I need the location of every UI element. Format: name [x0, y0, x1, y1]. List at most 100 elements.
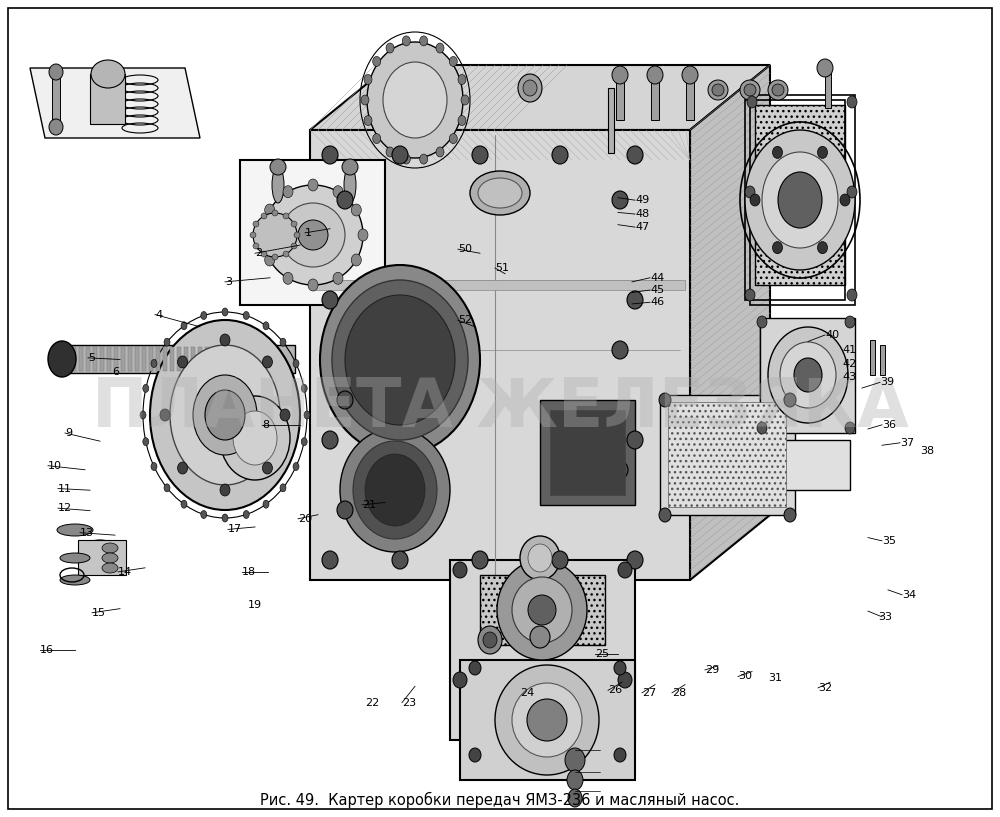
Ellipse shape: [322, 551, 338, 569]
Ellipse shape: [618, 562, 632, 578]
Bar: [149, 347, 153, 371]
Ellipse shape: [750, 194, 760, 206]
Ellipse shape: [497, 560, 587, 660]
Ellipse shape: [344, 167, 356, 203]
Ellipse shape: [784, 508, 796, 522]
Ellipse shape: [102, 563, 118, 573]
Ellipse shape: [682, 66, 698, 84]
Text: 1: 1: [305, 228, 312, 238]
Text: 38: 38: [920, 446, 934, 456]
Text: 39: 39: [880, 377, 894, 387]
Ellipse shape: [518, 74, 542, 102]
Ellipse shape: [847, 96, 857, 108]
Bar: [156, 347, 160, 371]
Ellipse shape: [272, 210, 278, 216]
Text: 36: 36: [882, 420, 896, 430]
Ellipse shape: [150, 320, 300, 510]
Ellipse shape: [143, 438, 149, 445]
Ellipse shape: [472, 146, 488, 164]
Ellipse shape: [523, 80, 537, 96]
Ellipse shape: [478, 626, 502, 654]
Ellipse shape: [243, 311, 249, 319]
Bar: [65, 347, 69, 371]
Text: 5: 5: [88, 353, 95, 363]
Ellipse shape: [744, 84, 756, 96]
Ellipse shape: [283, 251, 289, 257]
Ellipse shape: [49, 119, 63, 135]
Ellipse shape: [164, 484, 170, 492]
Text: 20: 20: [298, 514, 312, 524]
Ellipse shape: [817, 59, 833, 77]
Ellipse shape: [263, 500, 269, 508]
Ellipse shape: [178, 356, 188, 368]
Text: 11: 11: [58, 484, 72, 493]
Ellipse shape: [612, 66, 628, 84]
Ellipse shape: [530, 626, 550, 648]
Ellipse shape: [170, 345, 280, 485]
Bar: [760, 318, 855, 433]
Ellipse shape: [568, 789, 582, 807]
Text: 19: 19: [248, 600, 262, 609]
Ellipse shape: [627, 551, 643, 569]
Ellipse shape: [250, 232, 256, 238]
Ellipse shape: [258, 229, 268, 241]
Ellipse shape: [143, 384, 149, 392]
Ellipse shape: [205, 390, 245, 440]
Ellipse shape: [449, 56, 457, 66]
Bar: [686, 75, 694, 120]
Ellipse shape: [283, 185, 293, 198]
Ellipse shape: [772, 146, 782, 158]
Ellipse shape: [193, 375, 257, 455]
Ellipse shape: [420, 36, 428, 46]
Bar: [870, 340, 875, 375]
Ellipse shape: [294, 232, 300, 238]
Ellipse shape: [461, 95, 469, 105]
Text: 37: 37: [900, 438, 914, 448]
Ellipse shape: [322, 431, 338, 449]
Bar: [90, 74, 125, 124]
Ellipse shape: [483, 632, 497, 648]
Ellipse shape: [552, 146, 568, 164]
Ellipse shape: [358, 229, 368, 241]
Bar: [540, 400, 635, 505]
Ellipse shape: [528, 544, 552, 572]
Polygon shape: [30, 68, 200, 138]
Bar: [121, 347, 125, 371]
Text: 28: 28: [672, 688, 686, 698]
Text: 17: 17: [228, 525, 242, 534]
Text: 51: 51: [495, 263, 509, 273]
Ellipse shape: [364, 115, 372, 126]
Bar: [608, 88, 614, 153]
Text: 48: 48: [635, 209, 649, 219]
Ellipse shape: [402, 154, 410, 164]
Ellipse shape: [794, 358, 822, 392]
Ellipse shape: [845, 422, 855, 434]
Text: 2: 2: [255, 248, 262, 258]
Ellipse shape: [60, 553, 90, 563]
Ellipse shape: [472, 551, 488, 569]
Text: 34: 34: [902, 590, 916, 600]
Text: 42: 42: [842, 359, 856, 368]
Ellipse shape: [222, 514, 228, 522]
Ellipse shape: [365, 454, 425, 526]
Bar: [184, 347, 188, 371]
Bar: [86, 347, 90, 371]
Ellipse shape: [453, 562, 467, 578]
Ellipse shape: [181, 322, 187, 330]
Bar: [616, 75, 624, 120]
Ellipse shape: [353, 441, 437, 539]
Text: 6: 6: [112, 367, 119, 377]
Ellipse shape: [265, 254, 275, 266]
Bar: [93, 347, 97, 371]
Text: 22: 22: [365, 698, 379, 708]
Text: 44: 44: [650, 273, 664, 283]
Bar: [212, 347, 216, 371]
Ellipse shape: [253, 221, 259, 227]
Ellipse shape: [453, 672, 467, 688]
Ellipse shape: [495, 665, 599, 775]
Ellipse shape: [745, 289, 755, 301]
Ellipse shape: [283, 213, 289, 219]
Bar: [79, 347, 83, 371]
Bar: [170, 347, 174, 371]
Ellipse shape: [322, 146, 338, 164]
